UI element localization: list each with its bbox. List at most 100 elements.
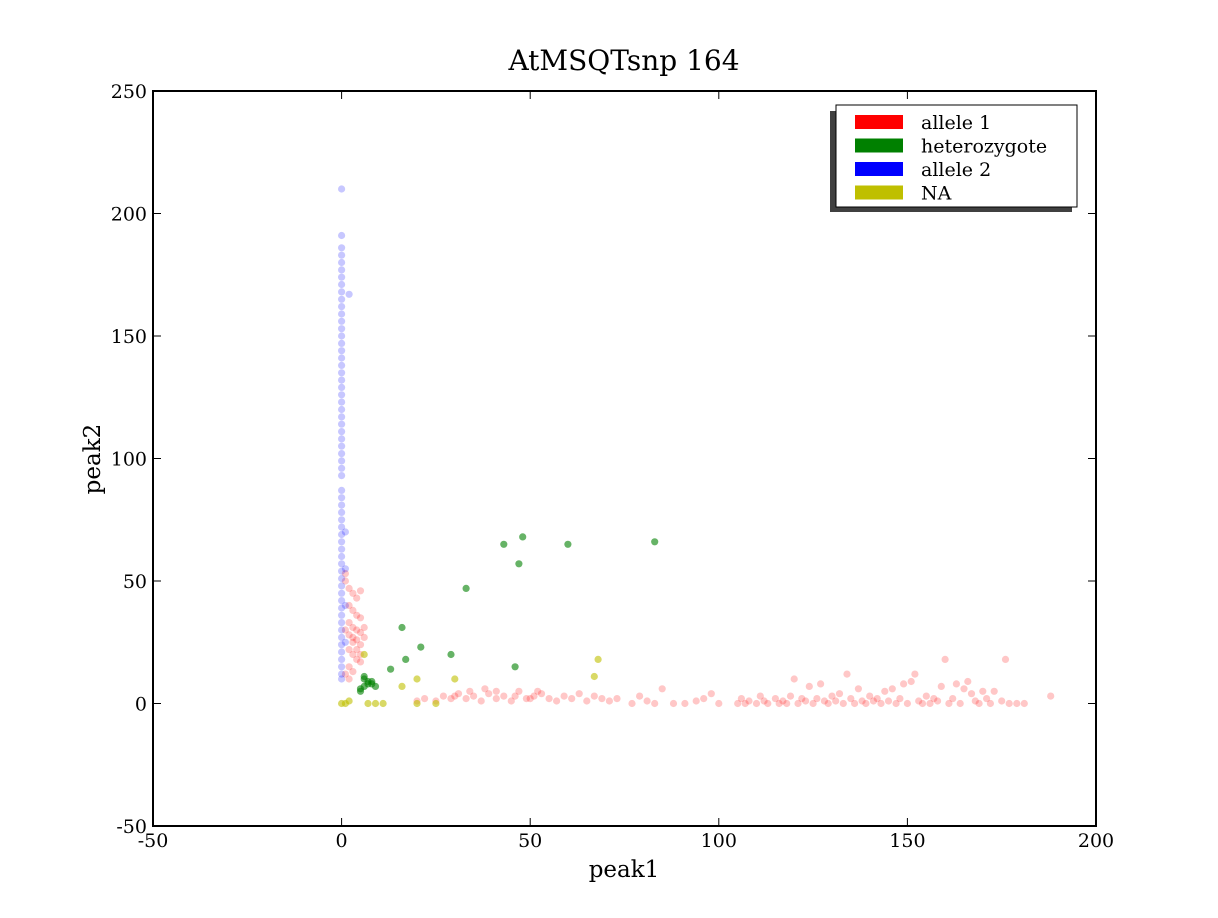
- data-point: [590, 672, 598, 681]
- data-point: [756, 692, 764, 700]
- data-point: [338, 626, 346, 634]
- ticks-layer: -50 0 50 100 150 200 -50 0 50 100 150 200 250: [111, 81, 1114, 852]
- data-point: [707, 690, 715, 698]
- data-point: [858, 697, 866, 705]
- data-point: [451, 675, 459, 683]
- data-point: [590, 692, 598, 700]
- data-point: [605, 697, 614, 705]
- y-tick-label: 250: [111, 81, 147, 103]
- data-point: [500, 540, 508, 548]
- data-point: [888, 685, 896, 693]
- data-point: [594, 655, 602, 664]
- data-point: [847, 695, 855, 703]
- data-point: [338, 405, 346, 414]
- data-point: [439, 692, 447, 700]
- data-point: [786, 692, 795, 700]
- data-point: [1001, 655, 1010, 664]
- data-point: [734, 699, 742, 708]
- data-point: [345, 631, 353, 639]
- data-point: [338, 420, 346, 428]
- data-point: [515, 687, 523, 695]
- data-point: [828, 692, 836, 700]
- data-point: [771, 695, 780, 703]
- x-tick-label: 150: [889, 830, 925, 852]
- x-tick-label: 200: [1078, 830, 1114, 852]
- data-point: [349, 638, 357, 646]
- data-point: [338, 332, 346, 340]
- data-point: [338, 545, 346, 553]
- data-point: [470, 692, 478, 700]
- data-point: [341, 601, 349, 610]
- data-point: [745, 697, 753, 705]
- legend-swatch: [855, 115, 903, 129]
- data-point: [832, 697, 840, 705]
- data-point: [568, 695, 576, 703]
- data-point: [398, 623, 406, 632]
- data-point: [345, 619, 353, 627]
- data-point: [903, 699, 912, 708]
- legend-swatch: [855, 138, 903, 153]
- x-axis-label: peak1: [589, 857, 660, 883]
- data-point: [353, 655, 361, 664]
- data-point: [651, 699, 659, 708]
- data-point: [338, 310, 346, 318]
- data-point: [511, 692, 519, 700]
- data-point: [338, 597, 346, 605]
- data-point: [817, 680, 825, 688]
- data-point: [349, 668, 357, 676]
- data-point: [338, 560, 346, 568]
- data-point: [338, 494, 346, 502]
- data-point: [402, 655, 410, 664]
- data-point: [741, 699, 749, 708]
- data-point: [432, 699, 440, 708]
- data-point: [338, 486, 346, 494]
- data-point: [922, 692, 930, 700]
- data-point: [975, 699, 983, 708]
- data-point: [338, 273, 346, 281]
- x-tick-label: 0: [336, 830, 348, 852]
- data-point: [866, 692, 874, 700]
- data-point: [851, 699, 859, 708]
- data-point: [492, 695, 500, 703]
- data-point: [526, 695, 534, 703]
- data-point: [560, 692, 568, 700]
- data-point: [338, 641, 346, 649]
- data-point: [873, 695, 881, 703]
- data-point: [338, 670, 346, 678]
- legend-label: heterozygote: [921, 136, 1047, 158]
- data-point: [926, 699, 934, 708]
- data-point: [447, 650, 455, 659]
- y-axis-label: peak2: [80, 424, 106, 495]
- data-point: [364, 699, 372, 708]
- data-point: [356, 685, 365, 693]
- data-point: [651, 538, 659, 546]
- data-point: [341, 565, 349, 573]
- data-point: [338, 428, 346, 436]
- data-point: [537, 690, 546, 698]
- data-point: [820, 697, 829, 705]
- data-point: [338, 633, 346, 642]
- data-point: [915, 697, 923, 705]
- data-point: [760, 697, 768, 705]
- data-point: [338, 516, 346, 524]
- x-tick-label: -50: [138, 830, 169, 852]
- data-point: [338, 442, 346, 450]
- data-point: [805, 682, 813, 691]
- data-point: [338, 288, 346, 296]
- data-point: [338, 280, 346, 289]
- data-point: [371, 682, 380, 691]
- data-point: [353, 636, 361, 644]
- data-point: [979, 687, 987, 695]
- data-point: [413, 699, 421, 708]
- data-point: [900, 680, 908, 688]
- data-point: [338, 655, 346, 664]
- data-point: [338, 552, 346, 561]
- data-point: [628, 699, 636, 708]
- y-tick-label: -50: [116, 816, 147, 838]
- data-point: [692, 697, 700, 705]
- data-point: [349, 623, 357, 632]
- data-point: [930, 695, 938, 703]
- data-point: [553, 697, 561, 705]
- data-point: [349, 650, 357, 659]
- data-point: [636, 692, 644, 700]
